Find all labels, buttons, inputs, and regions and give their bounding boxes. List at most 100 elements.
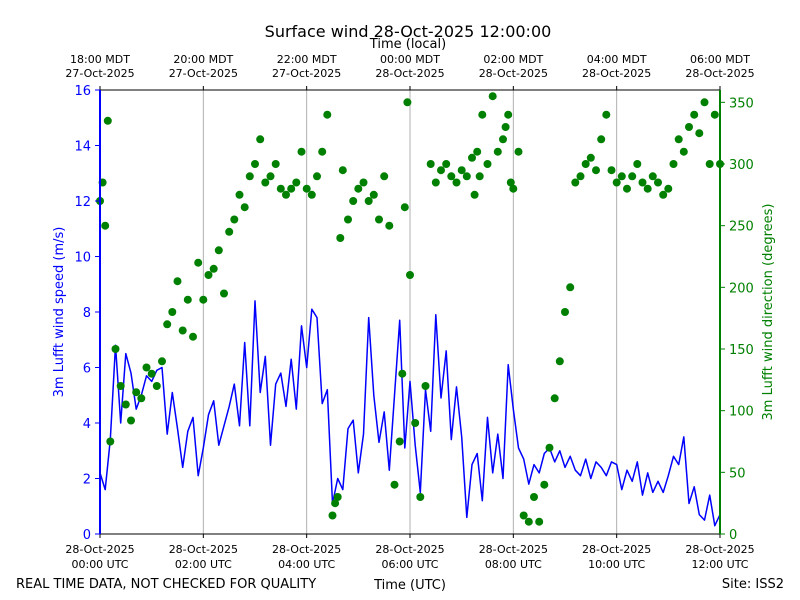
direction-point — [566, 283, 575, 292]
direction-point — [654, 178, 662, 187]
direction-point — [183, 295, 192, 304]
direction-point — [245, 172, 254, 181]
direction-point — [475, 172, 484, 181]
direction-point — [545, 443, 554, 452]
direction-point — [406, 271, 414, 279]
direction-point — [695, 129, 704, 138]
direction-point — [240, 203, 249, 212]
left-axis-label: 3m Lufft wind speed (m/s) — [52, 227, 67, 398]
direction-point — [597, 135, 606, 144]
direction-point — [674, 135, 683, 144]
direction-point — [664, 184, 673, 193]
bottom-tick-time: 10:00 UTC — [588, 558, 645, 571]
right-tick-label: 250 — [729, 220, 754, 235]
direction-point — [375, 215, 383, 224]
direction-point — [209, 264, 218, 273]
direction-point — [318, 147, 327, 156]
direction-point — [607, 166, 616, 175]
direction-point — [390, 480, 399, 489]
direction-point — [398, 369, 407, 378]
top-tick-time: 02:00 MDT — [483, 53, 543, 66]
top-tick-date: 28-Oct-2025 — [582, 67, 651, 80]
speed-series — [99, 300, 721, 527]
bottom-tick-date: 28-Oct-2025 — [479, 543, 548, 556]
direction-point — [199, 295, 208, 304]
direction-point — [509, 184, 518, 193]
direction-point — [705, 160, 714, 168]
x-axis-label: Time (UTC) — [373, 578, 446, 593]
direction-point — [395, 437, 404, 446]
direction-point — [457, 166, 466, 175]
direction-point — [276, 184, 285, 193]
direction-point — [328, 511, 337, 520]
direction-point — [576, 172, 585, 181]
direction-point — [380, 172, 389, 181]
direction-point — [679, 147, 688, 156]
direction-point — [331, 499, 340, 508]
direction-point — [204, 271, 213, 279]
chart-title: Surface wind 28-Oct-2025 12:00:00 — [265, 22, 552, 41]
direction-point — [336, 234, 345, 242]
direction-point — [506, 178, 515, 187]
direction-point — [385, 221, 394, 230]
direction-point — [137, 394, 146, 403]
left-tick-label: 12 — [74, 195, 91, 210]
right-tick-label: 300 — [729, 158, 754, 173]
direction-point — [271, 160, 280, 168]
left-tick-label: 6 — [83, 362, 91, 377]
direction-point — [235, 190, 244, 199]
top-tick-date: 28-Oct-2025 — [479, 67, 548, 80]
direction-point — [214, 246, 223, 255]
direction-point — [478, 110, 487, 119]
left-tick-label: 16 — [74, 84, 91, 99]
direction-point — [111, 345, 120, 353]
left-tick-label: 10 — [74, 251, 91, 266]
bottom-tick-time: 02:00 UTC — [175, 558, 232, 571]
direction-point — [189, 332, 197, 341]
direction-point — [344, 215, 352, 224]
right-tick-label: 50 — [729, 466, 746, 481]
direction-point — [292, 178, 301, 187]
direction-point — [519, 511, 528, 520]
direction-point — [287, 184, 296, 193]
direction-point — [602, 110, 611, 119]
direction-point — [504, 110, 513, 119]
direction-point — [617, 172, 626, 181]
direction-point — [530, 493, 538, 501]
top-tick-time: 00:00 MDT — [380, 53, 440, 66]
top-tick-date: 28-Oct-2025 — [685, 67, 754, 80]
bottom-tick-date: 28-Oct-2025 — [169, 543, 238, 556]
direction-point — [488, 92, 497, 101]
direction-point — [132, 388, 141, 397]
direction-point — [700, 98, 709, 107]
direction-point — [400, 203, 409, 212]
right-tick-label: 200 — [729, 281, 754, 296]
right-tick-label: 100 — [729, 405, 754, 420]
direction-point — [225, 227, 234, 236]
direction-point — [369, 190, 378, 199]
speed-line — [99, 300, 721, 527]
bottom-tick-time: 12:00 UTC — [691, 558, 748, 571]
top-tick-date: 27-Oct-2025 — [272, 67, 341, 80]
direction-point — [256, 135, 265, 144]
bottom-tick-date: 28-Oct-2025 — [272, 543, 341, 556]
bottom-tick-date: 28-Oct-2025 — [65, 543, 134, 556]
top-tick-time: 06:00 MDT — [690, 53, 750, 66]
direction-point — [561, 308, 569, 316]
direction-point — [571, 178, 580, 187]
right-axis-label: 3m Lufft wind direction (degrees) — [761, 204, 776, 421]
direction-point — [230, 215, 239, 224]
direction-point — [535, 517, 544, 526]
direction-point — [462, 172, 471, 181]
direction-point — [163, 320, 172, 329]
direction-point — [685, 123, 693, 131]
bottom-tick-time: 06:00 UTC — [381, 558, 438, 571]
direction-point — [261, 178, 270, 187]
direction-point — [106, 437, 115, 446]
direction-point — [364, 197, 373, 205]
direction-point — [103, 116, 112, 125]
direction-point — [628, 172, 637, 181]
direction-point — [220, 289, 228, 298]
direction-point — [121, 400, 130, 409]
direction-point — [282, 190, 290, 199]
